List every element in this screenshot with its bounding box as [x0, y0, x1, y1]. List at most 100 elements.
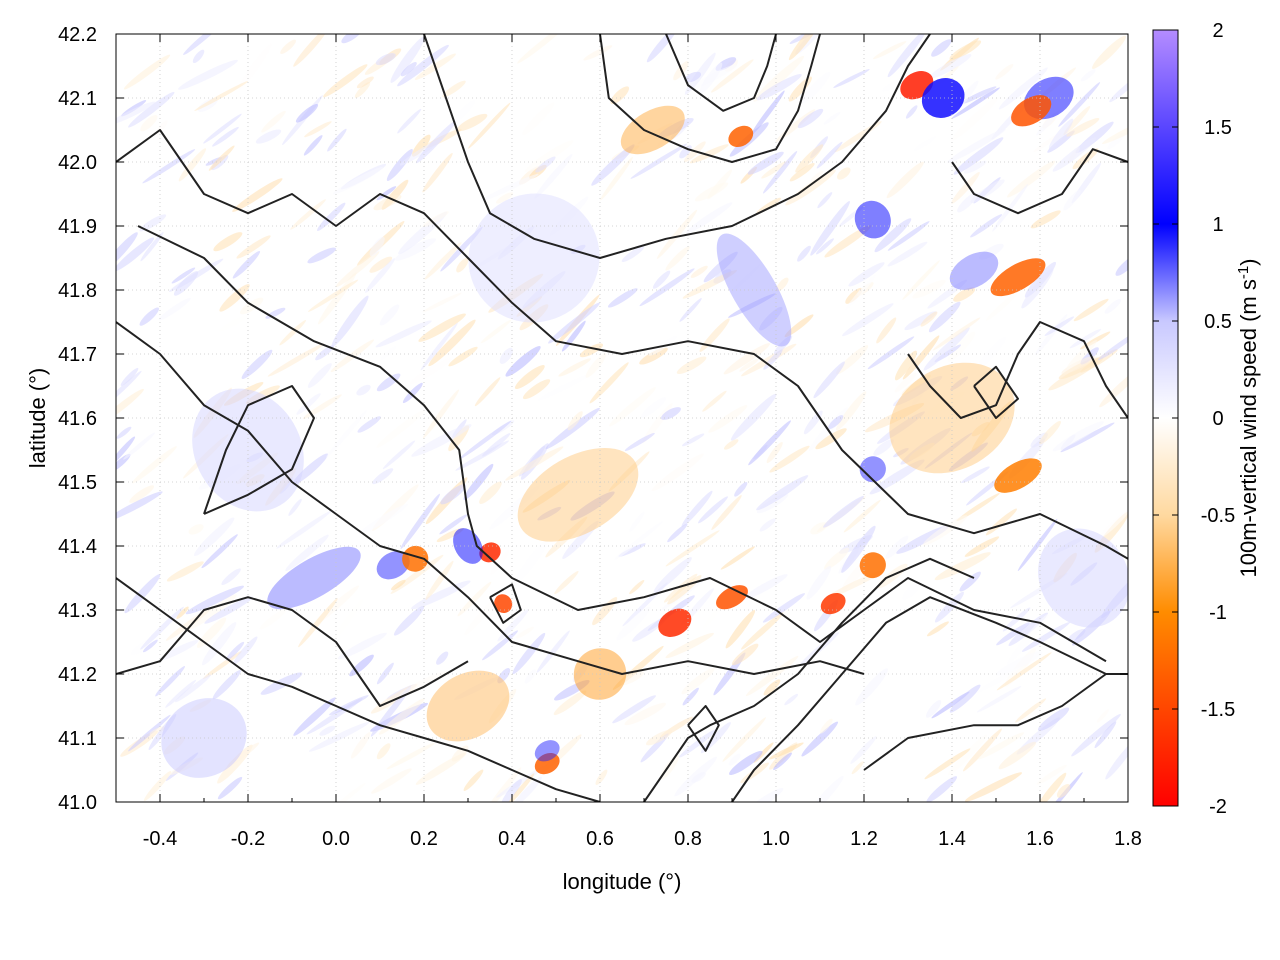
- heatmap-texture-streak: [391, 579, 406, 591]
- colorbar-tick-label: 0.5: [1204, 311, 1232, 333]
- heatmap-texture-streak: [326, 410, 367, 458]
- heatmap-texture-streak: [823, 111, 841, 125]
- heatmap-texture-streak: [723, 439, 739, 450]
- heatmap-texture-streak: [553, 690, 587, 716]
- heatmap-texture-streak: [522, 102, 555, 136]
- contour-line: [643, 557, 975, 802]
- heatmap-feature: [716, 233, 792, 347]
- heatmap-texture-streak: [290, 199, 326, 230]
- heatmap-texture-streak: [745, 655, 799, 697]
- heatmap-texture-streak: [639, 268, 695, 307]
- heatmap-texture-streak: [610, 86, 630, 105]
- y-tick-label: 41.6: [58, 408, 97, 430]
- heatmap-texture-streak: [686, 202, 733, 234]
- heatmap-texture-streak: [479, 173, 539, 202]
- heatmap-texture-streak: [331, 295, 369, 348]
- colorbar-ticks: 2 1.5 1 0.5 0 -0.5 -1 -1.5 -2: [1153, 20, 1235, 818]
- heatmap-texture-streak: [1021, 622, 1070, 652]
- heatmap-texture-streak: [869, 459, 925, 495]
- heatmap-texture-streak: [751, 90, 785, 136]
- heatmap-texture-streak: [949, 40, 982, 60]
- heatmap-texture-streak: [789, 162, 815, 182]
- heatmap-texture-streak: [308, 279, 359, 312]
- heatmap-texture-streak: [639, 347, 668, 365]
- x-tick-label: 0.4: [498, 828, 526, 850]
- heatmap-texture-streak: [319, 725, 336, 736]
- heatmap-texture-streak: [422, 152, 453, 193]
- heatmap-texture-streak: [328, 695, 369, 716]
- heatmap-texture-streak: [882, 75, 911, 92]
- heatmap-texture-streak: [129, 485, 155, 503]
- heatmap-texture-streak: [874, 218, 912, 253]
- contour-line: [731, 596, 1128, 802]
- colorbar-tick-label: 0: [1212, 408, 1223, 430]
- heatmap-texture-streak: [614, 521, 663, 561]
- heatmap-texture-streak: [711, 495, 742, 531]
- heatmap-texture-streak: [1102, 118, 1128, 145]
- heatmap-texture-streak: [797, 245, 811, 262]
- heatmap-texture-streak: [595, 769, 608, 785]
- heatmap-texture-streak: [996, 652, 1052, 691]
- heatmap-texture-streak: [621, 246, 645, 263]
- heatmap-texture-streak: [661, 407, 681, 420]
- heatmap-texture-streak: [894, 372, 917, 393]
- x-tick-label: 1.8: [1114, 828, 1142, 850]
- heatmap-texture-streak: [357, 416, 381, 433]
- heatmap-texture-streak: [926, 700, 942, 718]
- heatmap-texture-streak: [905, 105, 918, 119]
- heatmap-texture-streak: [1044, 316, 1075, 336]
- heatmap-texture-streak: [457, 581, 492, 617]
- heatmap-texture-streak: [985, 508, 1017, 536]
- contour-line: [116, 321, 865, 675]
- heatmap-texture-streak: [217, 776, 243, 800]
- heatmap-texture-streak: [166, 561, 204, 582]
- heatmap-feature: [267, 546, 361, 610]
- heatmap-texture-streak: [1052, 137, 1096, 172]
- heatmap-texture-streak: [747, 151, 784, 175]
- heatmap-texture-streak: [1063, 106, 1091, 136]
- heatmap-texture-streak: [212, 669, 241, 700]
- heatmap-texture-streak: [341, 34, 363, 44]
- colorbar-tick-label: -2: [1209, 796, 1227, 818]
- heatmap-texture-streak: [995, 64, 1014, 80]
- heatmap-texture-streak: [422, 389, 460, 439]
- colorbar-label: 100m-vertical wind speed (m s-1): [1235, 258, 1261, 577]
- heatmap-texture-streak: [1007, 160, 1056, 198]
- heatmap-texture-streak: [236, 235, 271, 259]
- heatmap-texture-streak: [386, 149, 413, 181]
- heatmap-texture-streak: [959, 571, 981, 592]
- heatmap-texture-streak: [766, 441, 783, 464]
- heatmap-texture-streak: [340, 562, 371, 586]
- y-axis-label: latitude (°): [25, 368, 50, 469]
- heatmap-texture-streak: [785, 169, 836, 206]
- heatmap-texture-streak: [824, 225, 872, 258]
- heatmap-texture-streak: [116, 237, 155, 272]
- heatmap-texture-streak: [379, 304, 400, 326]
- heatmap-texture-streak: [293, 697, 336, 736]
- heatmap-texture-streak: [534, 154, 573, 199]
- heatmap-texture-streak: [958, 86, 997, 105]
- heatmap-texture-streak: [303, 135, 323, 156]
- heatmap-texture-streak: [394, 238, 437, 261]
- heatmap-texture-streak: [369, 256, 393, 273]
- heatmap-texture-streak: [323, 64, 368, 98]
- heatmap-texture-streak: [1037, 772, 1067, 802]
- heatmap-texture-streak: [819, 718, 833, 734]
- heatmap-texture-streak: [409, 358, 452, 385]
- heatmap-feature: [402, 545, 429, 572]
- heatmap-texture-streak: [192, 49, 205, 64]
- heatmap-texture-streak: [665, 530, 720, 567]
- contour-line: [116, 577, 601, 802]
- heatmap-texture-streak: [885, 535, 909, 559]
- heatmap-texture-streak: [624, 432, 655, 452]
- heatmap-texture-streak: [276, 510, 332, 549]
- heatmap-texture-streak: [1006, 614, 1049, 665]
- heatmap-texture-streak: [376, 409, 426, 448]
- contour-line: [423, 34, 931, 259]
- heatmap-texture-streak: [956, 492, 1000, 522]
- heatmap-texture-streak: [308, 721, 370, 752]
- heatmap-texture-streak: [759, 518, 776, 532]
- heatmap-texture-streak: [124, 574, 161, 614]
- heatmap-feature: [161, 698, 247, 778]
